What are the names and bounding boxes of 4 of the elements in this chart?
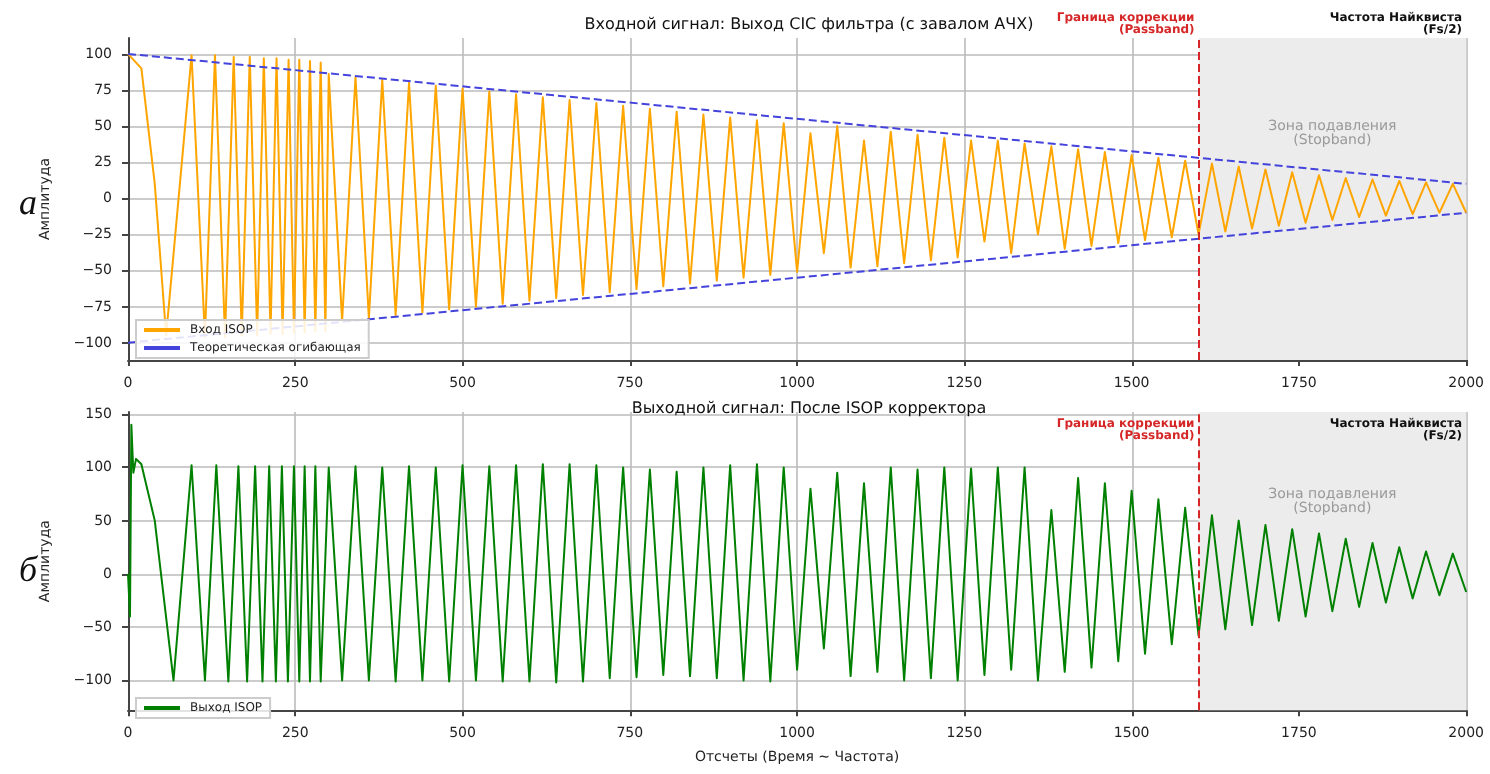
chart-title: Входной сигнал: Выход CIC фильтра (с завалом АЧХ) [584,15,1034,33]
text: б [18,549,39,589]
text: а [19,182,37,222]
chart-title: Выходной сигнал: После ISOP корректора [631,399,987,417]
